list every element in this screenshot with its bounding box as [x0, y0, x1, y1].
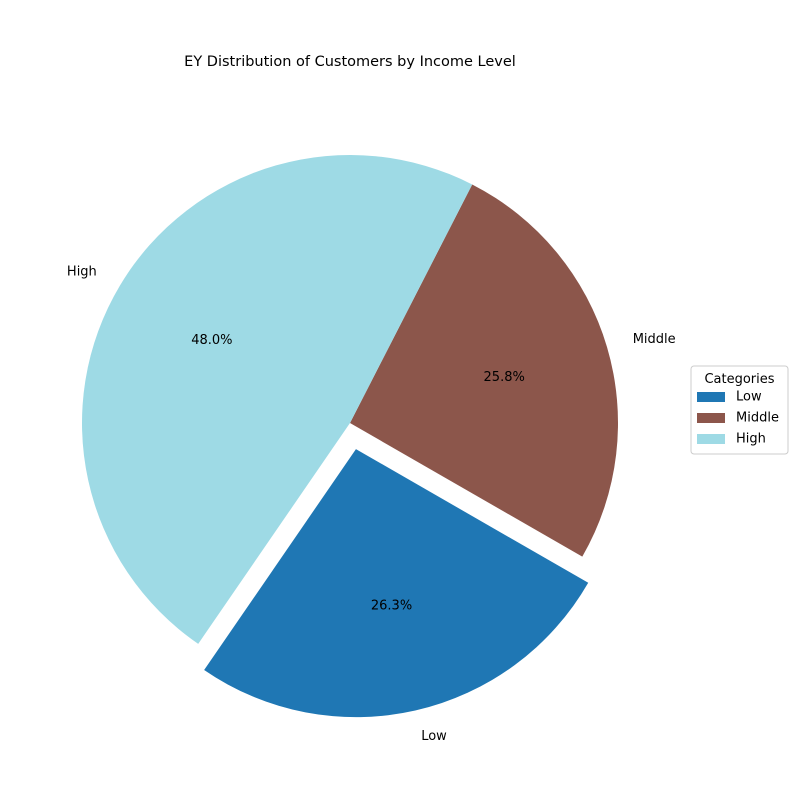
legend-swatch-high: [697, 434, 725, 444]
slice-label-middle: Middle: [633, 332, 676, 347]
pie-slices: [81, 154, 619, 718]
percent-label-middle: 25.8%: [484, 370, 525, 385]
legend-label-middle: Middle: [736, 411, 779, 426]
legend-title: Categories: [704, 372, 774, 387]
slice-label-high: High: [67, 264, 97, 279]
legend-swatch-low: [697, 392, 725, 402]
legend-label-high: High: [736, 432, 766, 447]
pie-slice-low: [204, 449, 589, 718]
pie-slice-high: [81, 154, 473, 644]
chart-title: EY Distribution of Customers by Income L…: [184, 54, 516, 70]
legend-swatch-middle: [697, 413, 725, 423]
slice-label-low: Low: [421, 729, 447, 744]
legend: Categories Low Middle High: [690, 365, 789, 455]
percent-labels: 26.3% 25.8% 48.0%: [191, 333, 525, 613]
pie-slice-middle: [350, 184, 619, 557]
slice-labels: Low Middle High: [67, 264, 676, 744]
legend-frame: [690, 365, 789, 455]
percent-label-high: 48.0%: [191, 333, 232, 348]
percent-label-low: 26.3%: [371, 598, 412, 613]
legend-entries: Low Middle High: [697, 390, 779, 447]
legend-label-low: Low: [736, 390, 762, 405]
